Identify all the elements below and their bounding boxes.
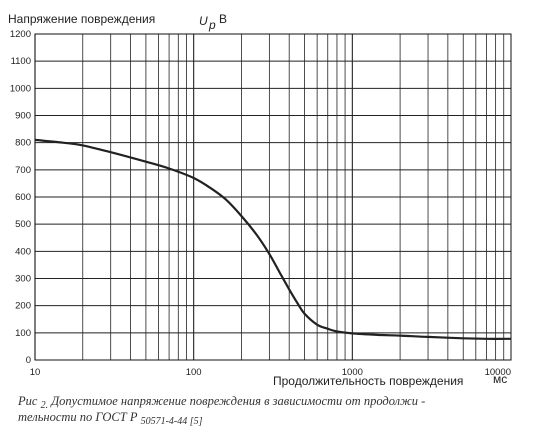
y-tick-label: 400 [15,246,31,257]
y-axis-symbol-sub: p [208,18,216,32]
y-tick-label: 300 [15,274,31,285]
y-tick-label: 600 [15,192,31,203]
x-axis-label: Продолжительность повреждения [273,374,463,388]
figure-caption-line1: Рис 2. Допустимое напряжение повреждения… [18,394,425,411]
caption-number: 2. [40,400,49,411]
caption-text-line2: тельности по ГОСТ Р [18,410,138,424]
y-axis-symbol: U [199,14,208,28]
y-axis-label: Напряжение повреждения [8,12,155,26]
y-tick-label: 200 [15,301,31,312]
caption-hyphen: - [421,394,426,408]
x-tick-labels: 10 100 1000 10000 [30,367,511,378]
caption-prefix: Рис [18,394,38,408]
y-tick-label: 1000 [10,83,31,94]
x-tick-label: 10 [30,367,41,378]
chart: 0 100 200 300 400 500 600 700 800 900 1000 1100 1200… [8,12,512,388]
x-tick-label: 1000 [342,367,363,378]
caption-text-line1: Допустимое напряжение повреждения в зави… [51,394,419,408]
y-tick-labels: 0 100 200 300 400 500 600 700 800 900 1000 1100 1200 [10,29,31,366]
horizontal-grid [35,33,511,361]
y-tick-label: 700 [15,165,31,176]
plot-frame [34,33,512,361]
y-tick-label: 1200 [10,29,31,40]
caption-gost: 50571-4-44 [5] [140,416,203,427]
y-tick-label: 500 [15,219,31,230]
x-axis-unit: мс [493,372,507,386]
y-tick-label: 900 [15,111,31,122]
x-tick-label: 10000 [485,367,511,378]
y-tick-label: 800 [15,138,31,149]
y-tick-label: 0 [26,355,31,366]
y-axis-unit: В [219,12,227,26]
y-tick-label: 1100 [11,56,31,67]
x-tick-label: 100 [186,367,202,378]
y-tick-label: 100 [15,328,31,339]
figure-caption-line2: тельности по ГОСТ Р 50571-4-44 [5] [18,410,203,427]
series-line [34,138,512,340]
